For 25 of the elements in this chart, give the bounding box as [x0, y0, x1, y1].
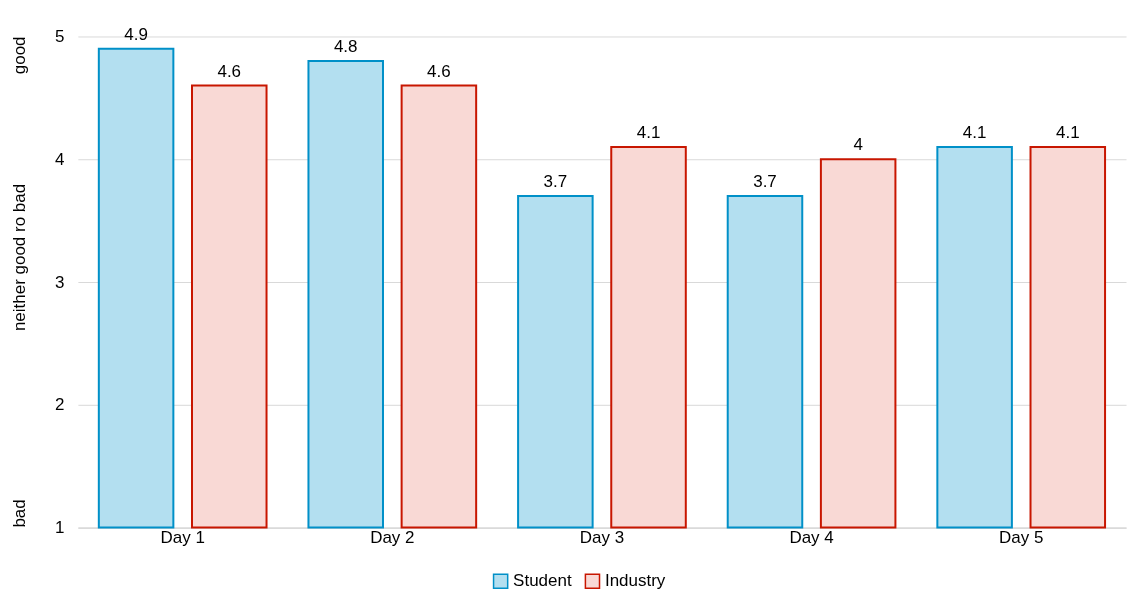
data-label: 4.8: [333, 37, 358, 57]
legend-label: Industry: [604, 571, 666, 591]
data-label: 4.1: [636, 122, 661, 142]
data-label: 4: [853, 135, 863, 155]
data-label: 4.1: [1055, 122, 1080, 142]
y-tick-label: 3: [54, 272, 65, 292]
x-tick-label: Day 3: [579, 528, 625, 548]
x-tick-label: Day 1: [160, 528, 205, 548]
text: neither good ro bad: [9, 183, 29, 332]
y-tick-label: 2: [54, 395, 65, 415]
y-tick-label: 1: [54, 518, 65, 538]
data-label: 3.7: [753, 172, 777, 192]
text: bad: [9, 499, 29, 528]
text: good: [9, 36, 29, 75]
x-tick-label: Day 2: [370, 528, 415, 548]
x-tick-label: Day 5: [999, 528, 1044, 548]
y-tick-label: 5: [54, 26, 65, 46]
data-label: 4.6: [427, 61, 451, 81]
y-tick-label: 4: [54, 149, 65, 169]
data-label: 3.7: [543, 172, 568, 192]
data-label: 4.6: [217, 61, 242, 81]
legend-label: Student: [513, 571, 572, 591]
data-label: 4.1: [962, 122, 987, 142]
data-label: 4.9: [124, 24, 148, 44]
x-tick-label: Day 4: [789, 528, 834, 548]
